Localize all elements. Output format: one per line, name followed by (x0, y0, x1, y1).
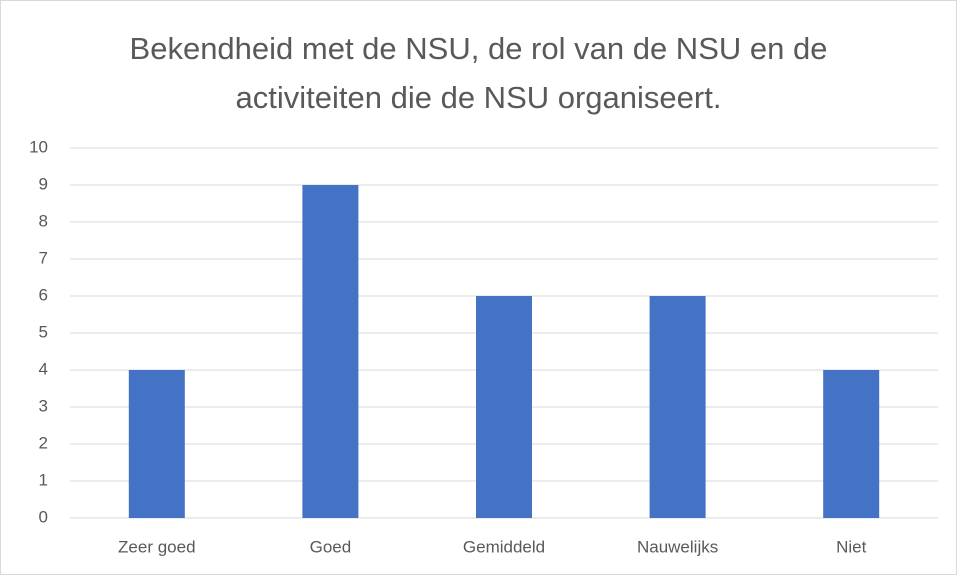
y-tick-label: 4 (39, 359, 48, 378)
y-tick-label: 9 (39, 174, 48, 193)
bar (476, 296, 532, 518)
x-tick-label: Niet (836, 537, 867, 556)
y-tick-label: 0 (39, 507, 48, 526)
x-tick-label: Goed (310, 537, 352, 556)
y-tick-label: 6 (39, 285, 48, 304)
bar (302, 185, 359, 518)
y-tick-label: 3 (39, 396, 48, 415)
y-tick-label: 1 (39, 470, 48, 489)
y-tick-label: 2 (39, 433, 48, 452)
y-tick-label: 5 (39, 322, 48, 341)
chart-title: Bekendheid met de NSU, de rol van de NSU… (129, 31, 828, 115)
bar (823, 370, 880, 518)
y-tick-label: 8 (39, 211, 48, 230)
x-tick-label: Gemiddeld (463, 537, 545, 556)
bar (128, 370, 185, 518)
x-tick-label: Nauwelijks (637, 537, 718, 556)
y-tick-label: 7 (39, 248, 48, 267)
y-tick-label: 10 (29, 137, 48, 156)
bar (649, 296, 706, 518)
x-tick-label: Zeer goed (118, 537, 196, 556)
